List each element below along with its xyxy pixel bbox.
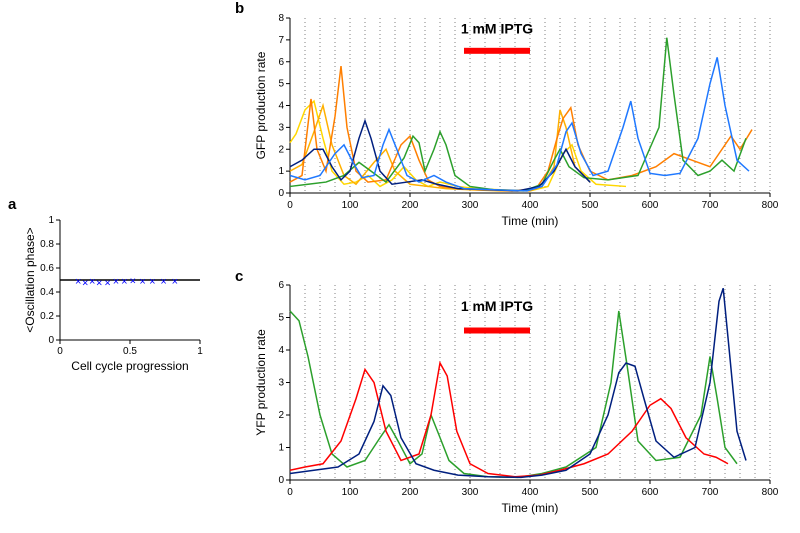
svg-text:×: × <box>113 276 119 288</box>
svg-text:4: 4 <box>278 345 284 356</box>
svg-text:0: 0 <box>48 335 54 346</box>
svg-text:×: × <box>89 276 95 288</box>
svg-text:4: 4 <box>278 101 284 112</box>
svg-text:300: 300 <box>462 200 479 211</box>
svg-text:6: 6 <box>278 280 284 291</box>
svg-text:GFP production rate: GFP production rate <box>254 51 268 159</box>
svg-text:×: × <box>172 276 178 288</box>
svg-text:200: 200 <box>402 487 419 498</box>
svg-text:YFP production rate: YFP production rate <box>254 329 268 436</box>
panel-c-chart: 0 1 2 3 4 5 6 0 100 200 300 400 500 600 700 800 1 mM IPT… <box>250 275 790 525</box>
svg-text:0: 0 <box>57 346 63 357</box>
svg-text:×: × <box>96 277 102 289</box>
svg-text:×: × <box>139 276 145 288</box>
svg-text:100: 100 <box>342 200 359 211</box>
svg-text:×: × <box>121 276 127 288</box>
svg-text:3: 3 <box>278 122 284 133</box>
svg-text:1 mM IPTG: 1 mM IPTG <box>461 298 533 314</box>
svg-text:6: 6 <box>278 57 284 68</box>
svg-text:Time (min): Time (min) <box>502 214 559 228</box>
svg-text:1: 1 <box>278 166 284 177</box>
svg-text:400: 400 <box>522 200 539 211</box>
svg-text:×: × <box>75 276 81 288</box>
svg-text:0.6: 0.6 <box>40 263 54 274</box>
svg-text:0.4: 0.4 <box>40 287 54 298</box>
svg-text:Cell cycle progression: Cell cycle progression <box>71 359 188 373</box>
svg-text:Time (min): Time (min) <box>502 501 559 515</box>
svg-text:700: 700 <box>702 487 719 498</box>
svg-text:<Oscillation phase>: <Oscillation phase> <box>23 227 37 332</box>
svg-text:0: 0 <box>287 200 293 211</box>
svg-text:3: 3 <box>278 378 284 389</box>
svg-text:0.5: 0.5 <box>123 346 137 357</box>
svg-text:1 mM IPTG: 1 mM IPTG <box>461 20 533 36</box>
svg-text:×: × <box>160 276 166 288</box>
svg-text:×: × <box>149 276 155 288</box>
svg-text:×: × <box>130 276 136 288</box>
panel-b-chart: 0 1 2 3 4 5 6 7 8 0 100 200 300 400 500 600 700 800 1 mM I… <box>250 8 790 233</box>
svg-text:500: 500 <box>582 487 599 498</box>
svg-text:200: 200 <box>402 200 419 211</box>
svg-text:300: 300 <box>462 487 479 498</box>
svg-text:2: 2 <box>278 144 284 155</box>
svg-text:500: 500 <box>582 200 599 211</box>
svg-text:2: 2 <box>278 410 284 421</box>
svg-text:1: 1 <box>278 443 284 454</box>
svg-text:0: 0 <box>278 475 284 486</box>
svg-text:600: 600 <box>642 487 659 498</box>
svg-text:800: 800 <box>762 200 779 211</box>
svg-text:7: 7 <box>278 35 284 46</box>
svg-text:×: × <box>82 277 88 289</box>
svg-text:1: 1 <box>197 346 203 357</box>
svg-text:5: 5 <box>278 313 284 324</box>
svg-text:8: 8 <box>278 13 284 24</box>
svg-text:0.2: 0.2 <box>40 311 54 322</box>
svg-text:100: 100 <box>342 487 359 498</box>
svg-text:1: 1 <box>48 215 54 226</box>
svg-text:5: 5 <box>278 79 284 90</box>
svg-text:400: 400 <box>522 487 539 498</box>
panel-b-label: b <box>235 0 244 17</box>
panel-a-chart: 00.20.40.60.8100.51××××××××××××Cell cycl… <box>20 210 210 380</box>
svg-text:0.8: 0.8 <box>40 239 54 250</box>
svg-text:0: 0 <box>287 487 293 498</box>
svg-text:0: 0 <box>278 188 284 199</box>
panel-a-label: a <box>8 196 16 213</box>
svg-text:700: 700 <box>702 200 719 211</box>
panel-c-label: c <box>235 268 243 285</box>
svg-text:800: 800 <box>762 487 779 498</box>
svg-text:600: 600 <box>642 200 659 211</box>
svg-text:×: × <box>104 277 110 289</box>
